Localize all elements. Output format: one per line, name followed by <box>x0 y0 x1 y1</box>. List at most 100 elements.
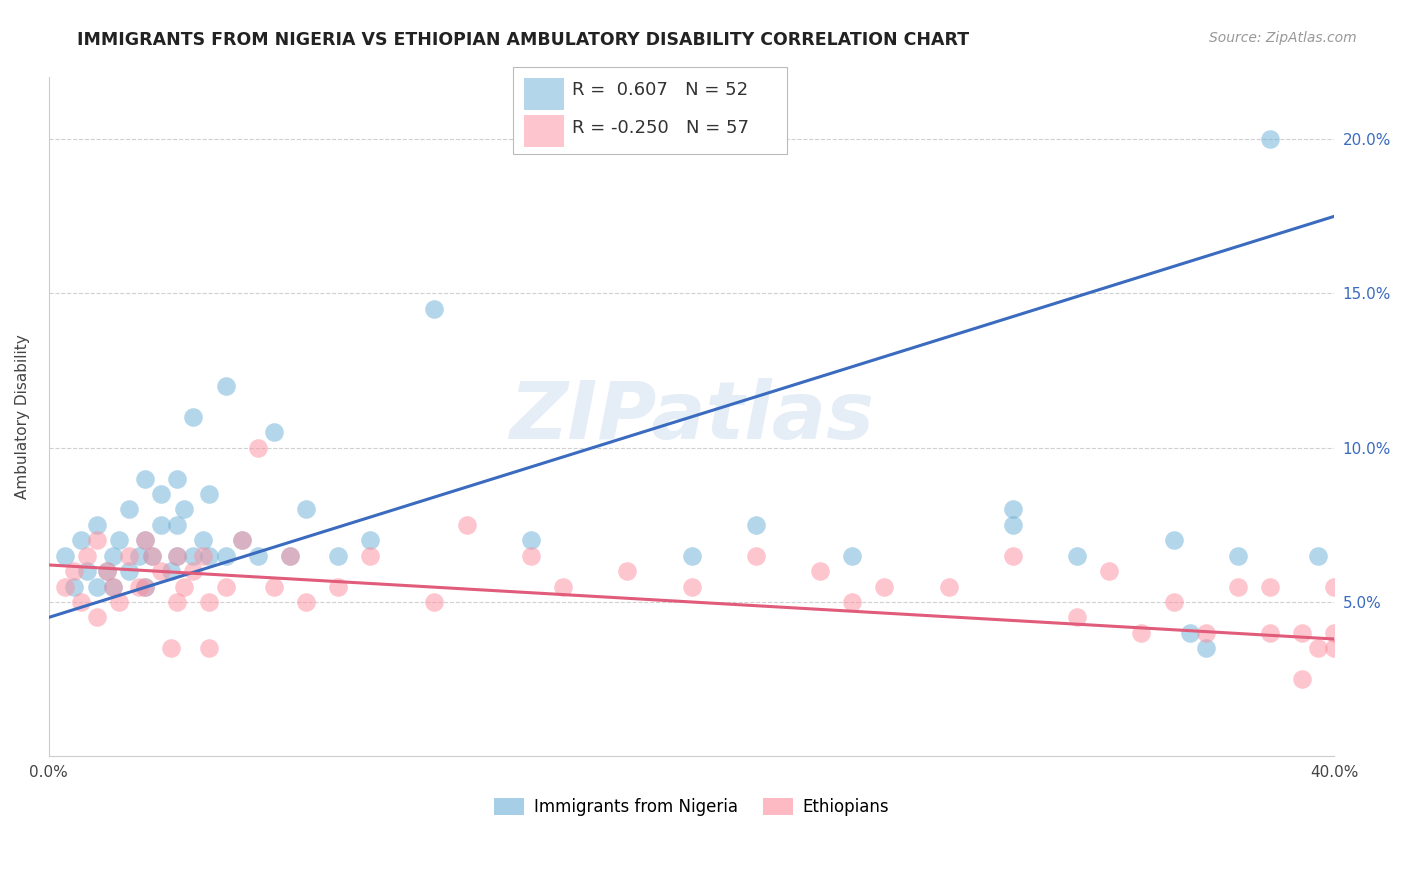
Point <box>141 549 163 563</box>
Point <box>108 595 131 609</box>
Point <box>183 549 205 563</box>
Point <box>160 564 183 578</box>
Point <box>173 580 195 594</box>
Point <box>1178 625 1201 640</box>
Point <box>1066 549 1088 563</box>
Point <box>118 564 141 578</box>
Point <box>1001 549 1024 563</box>
Point <box>166 595 188 609</box>
Text: R = -0.250   N = 57: R = -0.250 N = 57 <box>572 119 749 136</box>
Point <box>53 549 76 563</box>
Point <box>134 472 156 486</box>
Legend: Immigrants from Nigeria, Ethiopians: Immigrants from Nigeria, Ethiopians <box>486 791 896 822</box>
Point <box>551 580 574 594</box>
Point <box>263 580 285 594</box>
Point <box>1323 580 1346 594</box>
Point <box>118 502 141 516</box>
Point <box>873 580 896 594</box>
Text: IMMIGRANTS FROM NIGERIA VS ETHIOPIAN AMBULATORY DISABILITY CORRELATION CHART: IMMIGRANTS FROM NIGERIA VS ETHIOPIAN AMB… <box>77 31 970 49</box>
Point <box>681 549 703 563</box>
Point <box>841 595 863 609</box>
Point <box>246 549 269 563</box>
Point <box>150 517 173 532</box>
Point <box>86 533 108 548</box>
Text: ZIPatlas: ZIPatlas <box>509 378 875 456</box>
Point <box>108 533 131 548</box>
Point <box>70 533 93 548</box>
Point <box>423 595 446 609</box>
Point <box>76 549 98 563</box>
Point <box>1130 625 1153 640</box>
Point <box>96 564 118 578</box>
Point <box>63 564 86 578</box>
Point <box>214 379 236 393</box>
Point <box>278 549 301 563</box>
Point <box>166 549 188 563</box>
Point <box>1308 549 1330 563</box>
Point <box>150 564 173 578</box>
Point <box>520 533 543 548</box>
Point <box>173 502 195 516</box>
Point <box>1098 564 1121 578</box>
Point <box>1258 580 1281 594</box>
Point <box>1001 502 1024 516</box>
Point <box>183 409 205 424</box>
Point <box>1258 625 1281 640</box>
Point <box>96 564 118 578</box>
Point <box>295 502 318 516</box>
Point <box>134 533 156 548</box>
Point <box>231 533 253 548</box>
Point <box>128 549 150 563</box>
Point <box>53 580 76 594</box>
Point <box>295 595 318 609</box>
Point <box>134 580 156 594</box>
Point <box>1226 549 1249 563</box>
Point <box>191 549 214 563</box>
Point <box>359 549 381 563</box>
Point <box>166 549 188 563</box>
Point <box>1291 625 1313 640</box>
Point <box>326 549 349 563</box>
Point <box>101 549 124 563</box>
Point <box>1291 672 1313 686</box>
Point <box>86 580 108 594</box>
Point <box>166 517 188 532</box>
Point <box>198 641 221 656</box>
Point <box>423 301 446 316</box>
Point <box>1323 641 1346 656</box>
Point <box>938 580 960 594</box>
Point <box>1001 517 1024 532</box>
Point <box>326 580 349 594</box>
Point <box>616 564 638 578</box>
Point <box>86 517 108 532</box>
Point <box>198 549 221 563</box>
Point <box>745 517 768 532</box>
Point <box>808 564 831 578</box>
Point <box>183 564 205 578</box>
Point <box>1258 132 1281 146</box>
Point <box>359 533 381 548</box>
Point <box>456 517 478 532</box>
Point <box>134 533 156 548</box>
Point <box>263 425 285 440</box>
Point <box>1195 641 1218 656</box>
Point <box>150 487 173 501</box>
Point <box>1308 641 1330 656</box>
Point <box>841 549 863 563</box>
Point <box>118 549 141 563</box>
Point <box>278 549 301 563</box>
Point <box>70 595 93 609</box>
Point <box>214 549 236 563</box>
Point <box>214 580 236 594</box>
Point <box>520 549 543 563</box>
Point <box>1323 625 1346 640</box>
Point <box>198 487 221 501</box>
Y-axis label: Ambulatory Disability: Ambulatory Disability <box>15 334 30 500</box>
Point <box>1195 625 1218 640</box>
Point <box>63 580 86 594</box>
Text: R =  0.607   N = 52: R = 0.607 N = 52 <box>572 81 748 99</box>
Point <box>128 580 150 594</box>
Point <box>246 441 269 455</box>
Point <box>198 595 221 609</box>
Point <box>1163 595 1185 609</box>
